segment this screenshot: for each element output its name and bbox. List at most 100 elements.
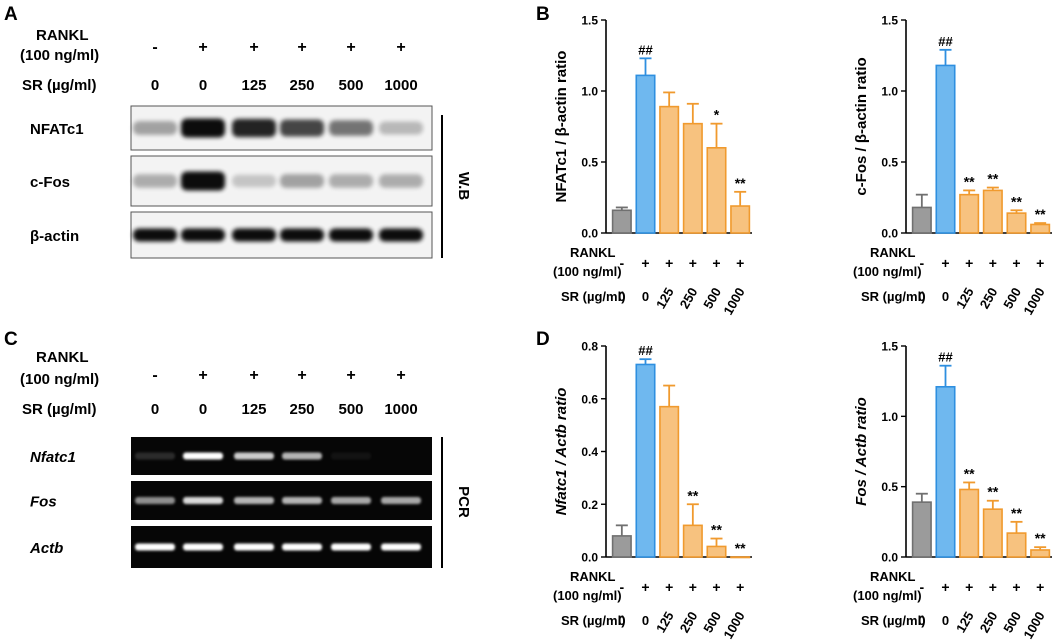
chart-rankl-sign: + — [665, 579, 673, 595]
y-tick-label: 1.0 — [581, 85, 598, 99]
chart-rankl-sign: + — [641, 579, 649, 595]
wb-row-label: β-actin — [30, 228, 79, 245]
chart-rankl-sign: + — [1036, 255, 1044, 271]
y-tick-label: 0.5 — [881, 156, 898, 170]
x-tick-label: 250 — [977, 285, 1001, 311]
significance-mark: ** — [735, 540, 746, 556]
chart-rankl-sign: + — [736, 255, 744, 271]
bar — [730, 556, 751, 559]
significance-mark: ** — [987, 484, 998, 500]
x-tick-label: 0 — [918, 613, 925, 628]
panel-letter-c: C — [4, 329, 18, 350]
wb-band — [133, 174, 177, 188]
rankl-sign: + — [297, 39, 306, 56]
chart-rankl-concentration-label: (100 ng/ml) — [853, 264, 922, 279]
rankl-sign: + — [346, 367, 355, 384]
pcr-rankl-concentration-label: (100 ng/ml) — [20, 371, 99, 388]
bar — [982, 189, 1003, 234]
bar-chart: 0.0 0.5 1.0 1.5 Fos / Actb ratio ## ** ** ** ** RA… — [853, 340, 1052, 642]
chart-rankl-concentration-label: (100 ng/ml) — [853, 588, 922, 603]
chart-rankl-sign: + — [989, 579, 997, 595]
wb-band — [329, 120, 373, 136]
pcr-band — [282, 543, 322, 551]
x-tick-label: 0 — [618, 289, 625, 304]
chart-rankl-sign: + — [712, 579, 720, 595]
chart-rankl-concentration-label: (100 ng/ml) — [553, 264, 622, 279]
chart-rankl-concentration-label: (100 ng/ml) — [553, 588, 622, 603]
y-tick-label: 1.5 — [881, 340, 898, 354]
chart-rankl-sign: - — [919, 579, 924, 595]
sr-dose-value: 500 — [338, 401, 363, 418]
chart-sr-label: SR (µg/ml) — [561, 613, 626, 628]
pcr-row-label: Nfatc1 — [30, 449, 76, 466]
x-tick-label: 1000 — [1020, 285, 1047, 318]
y-tick-label: 0.0 — [581, 227, 598, 241]
y-axis-label: c-Fos / β-actin ratio — [853, 57, 870, 195]
rankl-concentration-label: (100 ng/ml) — [20, 47, 99, 64]
wb-band — [280, 228, 324, 242]
bar — [682, 524, 703, 558]
bar — [1030, 223, 1051, 234]
pcr-row-label: Fos — [30, 494, 57, 511]
significance-mark: ## — [638, 343, 653, 358]
sr-dose-value: 0 — [151, 401, 159, 418]
chart-rankl-sign: + — [641, 255, 649, 271]
sr-dose-value: 125 — [241, 77, 266, 94]
x-tick-label: 125 — [653, 609, 677, 635]
wb-band — [181, 171, 225, 191]
chart-rankl-sign: + — [1012, 579, 1020, 595]
wb-band — [181, 118, 225, 138]
x-tick-label: 500 — [700, 609, 724, 635]
bar — [935, 64, 956, 234]
wb-row-label: NFATc1 — [30, 121, 84, 138]
bar — [911, 501, 932, 558]
significance-mark: ** — [964, 465, 975, 481]
chart-rankl-sign: + — [665, 255, 673, 271]
rankl-sign: + — [396, 39, 405, 56]
bar — [611, 209, 632, 234]
x-tick-label: 0 — [918, 289, 925, 304]
x-tick-label: 0 — [618, 613, 625, 628]
y-axis-label: NFATc1 / β-actin ratio — [553, 51, 570, 203]
significance-mark: ** — [964, 173, 975, 189]
chart-sr-label: SR (µg/ml) — [561, 289, 626, 304]
bar-chart: 0.0 0.2 0.4 0.6 0.8 Nfatc1 / Actb ratio ## ** **… — [553, 340, 752, 642]
wb-band — [329, 174, 373, 188]
rankl-sign: + — [346, 39, 355, 56]
y-tick-label: 0.5 — [881, 480, 898, 494]
rankl-sign: + — [198, 39, 207, 56]
wb-strip — [130, 155, 433, 207]
panel-letter-b: B — [536, 4, 550, 25]
sr-dose-value: 1000 — [384, 77, 417, 94]
chart-rankl-sign: + — [989, 255, 997, 271]
pcr-side-label: PCR — [455, 486, 472, 518]
x-tick-label: 0 — [942, 613, 949, 628]
y-tick-label: 0.5 — [581, 156, 598, 170]
significance-mark: * — [714, 107, 720, 123]
bar — [611, 535, 632, 558]
y-axis-label: Nfatc1 / Actb ratio — [553, 388, 570, 516]
y-tick-label: 0.8 — [581, 340, 598, 354]
wb-side-label: W.B — [455, 172, 472, 200]
chart-rankl-sign: + — [1036, 579, 1044, 595]
wb-band — [181, 228, 225, 242]
x-tick-label: 500 — [1000, 609, 1024, 635]
pcr-sr-dose-label: SR (µg/ml) — [22, 401, 96, 418]
pcr-band — [234, 543, 274, 551]
chart-rankl-sign: + — [712, 255, 720, 271]
pcr-band — [381, 543, 421, 551]
pcr-band — [135, 543, 175, 551]
wb-band — [232, 174, 276, 188]
y-axis-label: Fos / Actb ratio — [853, 397, 870, 506]
significance-mark: ** — [1035, 206, 1046, 222]
chart-rankl-sign: + — [1012, 255, 1020, 271]
significance-mark: ## — [638, 42, 653, 57]
significance-mark: ** — [1011, 505, 1022, 521]
y-tick-label: 1.0 — [881, 410, 898, 424]
pcr-band — [282, 452, 322, 460]
rankl-sign: + — [198, 367, 207, 384]
x-tick-label: 500 — [700, 285, 724, 311]
y-tick-label: 1.5 — [581, 14, 598, 28]
pcr-band — [381, 497, 421, 504]
